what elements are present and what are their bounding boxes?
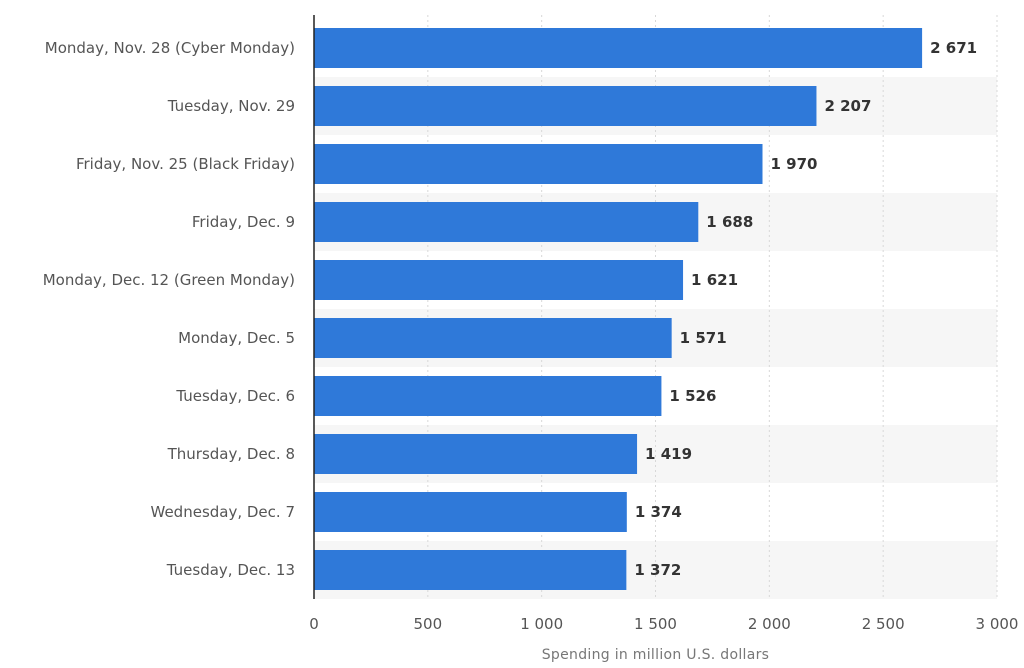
category-label: Monday, Dec. 12 (Green Monday) [43,271,295,289]
bar [314,260,684,300]
x-tick-label: 2 000 [748,615,791,633]
x-tick-label: 0 [309,615,319,633]
value-label: 1 621 [691,271,738,289]
category-label: Friday, Dec. 9 [192,213,295,231]
bar [314,318,672,358]
category-label: Tuesday, Dec. 6 [175,387,295,405]
x-tick-label: 1 500 [634,615,677,633]
x-tick-label: 2 500 [862,615,905,633]
value-label: 1 372 [634,561,681,579]
x-tick-label: 1 000 [520,615,563,633]
category-label: Monday, Nov. 28 (Cyber Monday) [45,39,295,57]
bar [314,376,662,416]
value-label: 1 688 [706,213,753,231]
value-label: 1 970 [771,155,818,173]
x-tick-label: 3 000 [976,615,1019,633]
bar [314,86,817,126]
value-label: 1 374 [635,503,682,521]
value-labels: 2 671 2 207 1 970 1 688 1 621 1 571 1 526 1 419… [634,39,977,579]
bar [314,492,627,532]
value-label: 1 526 [669,387,716,405]
category-label: Tuesday, Nov. 29 [167,97,295,115]
value-label: 1 571 [680,329,727,347]
category-label: Wednesday, Dec. 7 [151,503,296,521]
category-label: Tuesday, Dec. 13 [166,561,295,579]
bars [314,28,923,590]
x-tick-labels: 0 500 1 000 1 500 2 000 2 500 3 000 [309,615,1018,633]
category-labels: Monday, Nov. 28 (Cyber Monday) Tuesday, N… [43,39,295,579]
x-axis-title: Spending in million U.S. dollars [542,647,770,663]
value-label: 2 207 [824,97,871,115]
bar [314,550,627,590]
category-label: Thursday, Dec. 8 [167,445,295,463]
bar [314,434,638,474]
category-label: Monday, Dec. 5 [178,329,295,347]
bar [314,202,699,242]
bar [314,28,923,68]
bar [314,144,763,184]
category-label: Friday, Nov. 25 (Black Friday) [76,155,295,173]
value-label: 2 671 [930,39,977,57]
value-label: 1 419 [645,445,692,463]
x-tick-label: 500 [414,615,443,633]
